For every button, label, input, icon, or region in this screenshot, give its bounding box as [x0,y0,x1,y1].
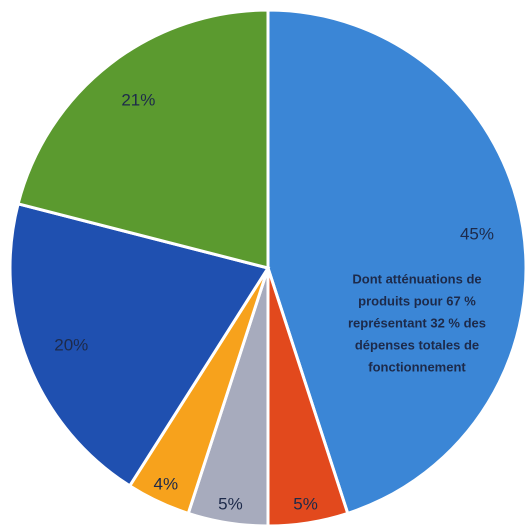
pie-slice [16,8,270,270]
annotation: représentant 32 % des [348,315,486,330]
value-label: 4% [154,475,179,494]
value-label: 20% [54,335,88,354]
annotation: fonctionnement [368,359,466,374]
annotation: Dont atténuations de [352,271,481,286]
value-label: 5% [293,494,318,513]
pie-slice [8,202,271,488]
pie-slice [266,8,527,516]
value-label: 5% [218,494,243,513]
annotation: dépenses totales de [355,337,479,352]
annotation: produits pour 67 % [358,293,476,308]
value-label: 21% [121,90,155,109]
value-label: 45% [460,224,494,243]
